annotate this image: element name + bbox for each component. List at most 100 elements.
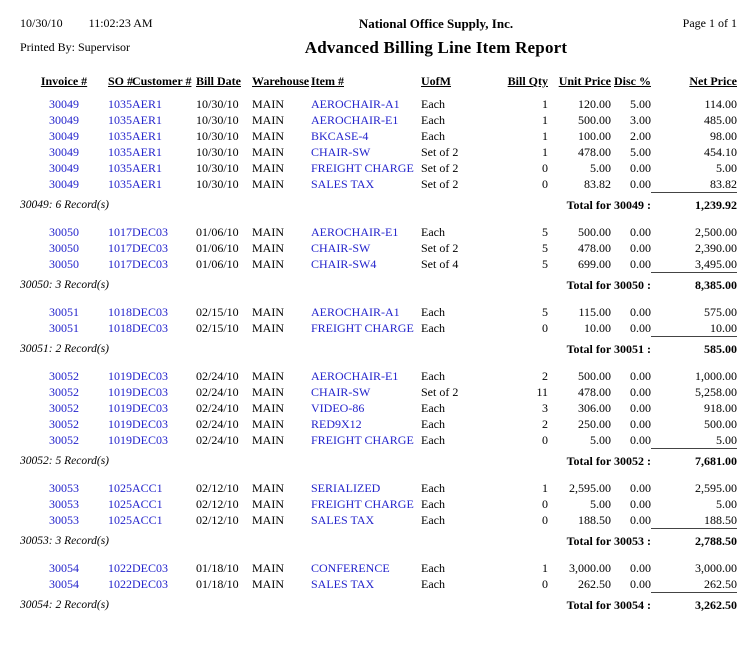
cell-invoice[interactable]: 30049 <box>49 145 79 159</box>
cell-so-number[interactable]: 1018 <box>108 305 132 319</box>
cell-invoice[interactable]: 30050 <box>49 241 79 255</box>
cell-customer[interactable]: AER1 <box>132 177 162 192</box>
cell-invoice[interactable]: 30049 <box>49 177 79 192</box>
cell-item[interactable]: AEROCHAIR-E1 <box>311 369 399 383</box>
cell-invoice[interactable]: 30049 <box>49 129 79 143</box>
cell-so-number[interactable]: 1019 <box>108 433 132 448</box>
cell-unit-price: 5.00 <box>590 433 611 448</box>
cell-so-number[interactable]: 1035 <box>108 113 132 127</box>
cell-so-number[interactable]: 1035 <box>108 161 132 175</box>
cell-item[interactable]: CHAIR-SW <box>311 241 371 255</box>
cell-item[interactable]: CHAIR-SW <box>311 385 371 399</box>
cell-invoice[interactable]: 30053 <box>49 481 79 495</box>
cell-invoice[interactable]: 30054 <box>49 561 79 575</box>
cell-customer[interactable]: DEC03 <box>132 257 168 272</box>
cell-item[interactable]: CHAIR-SW <box>311 145 371 159</box>
cell-customer[interactable]: DEC03 <box>132 577 168 592</box>
cell-customer[interactable]: DEC03 <box>132 385 168 399</box>
cell-customer[interactable]: ACC1 <box>132 497 163 511</box>
cell-so-number[interactable]: 1018 <box>108 321 132 336</box>
cell-so-number[interactable]: 1019 <box>108 385 132 399</box>
cell-item[interactable]: SALES TAX <box>311 577 375 592</box>
cell-invoice[interactable]: 30052 <box>49 369 79 383</box>
cell-invoice[interactable]: 30053 <box>49 497 79 511</box>
cell-uofm: Set of 2 <box>421 145 459 159</box>
cell-customer[interactable]: ACC1 <box>132 481 163 495</box>
cell-so-number[interactable]: 1022 <box>108 561 132 575</box>
cell-item[interactable]: FREIGHT CHARGE <box>311 433 414 448</box>
cell-so-number[interactable]: 1025 <box>108 481 132 495</box>
cell-item[interactable]: AEROCHAIR-E1 <box>311 225 399 239</box>
cell-invoice[interactable]: 30049 <box>49 97 79 111</box>
cell-item[interactable]: SALES TAX <box>311 513 375 528</box>
cell-customer[interactable]: AER1 <box>132 97 162 111</box>
cell-item[interactable]: VIDEO-86 <box>311 401 365 415</box>
cell-item[interactable]: SERIALIZED <box>311 481 381 495</box>
column-header-net-price: Net Price <box>689 74 737 88</box>
cell-so-number[interactable]: 1035 <box>108 145 132 159</box>
cell-item[interactable]: AEROCHAIR-E1 <box>311 113 399 127</box>
cell-customer[interactable]: AER1 <box>132 113 162 127</box>
cell-customer[interactable]: DEC03 <box>132 401 168 415</box>
cell-item[interactable]: CONFERENCE <box>311 561 390 575</box>
cell-invoice[interactable]: 30049 <box>49 161 79 175</box>
cell-so-number[interactable]: 1025 <box>108 513 132 528</box>
cell-warehouse: MAIN <box>252 433 284 448</box>
cell-item[interactable]: FREIGHT CHARGE <box>311 497 414 511</box>
cell-uofm: Set of 2 <box>421 385 459 399</box>
group-record-count: 30051: 2 Record(s) <box>20 342 109 355</box>
cell-uofm: Each <box>421 225 445 239</box>
cell-item[interactable]: CHAIR-SW4 <box>311 257 377 272</box>
cell-customer[interactable]: AER1 <box>132 129 162 143</box>
cell-so-number[interactable]: 1017 <box>108 225 132 239</box>
cell-so-number[interactable]: 1035 <box>108 129 132 143</box>
cell-customer[interactable]: DEC03 <box>132 321 168 336</box>
cell-so-number[interactable]: 1019 <box>108 401 132 415</box>
cell-item[interactable]: FREIGHT CHARGE <box>311 321 414 336</box>
cell-item[interactable]: RED9X12 <box>311 417 362 431</box>
cell-invoice[interactable]: 30050 <box>49 257 79 272</box>
cell-so-number[interactable]: 1035 <box>108 177 132 192</box>
cell-so-number[interactable]: 1025 <box>108 497 132 511</box>
cell-customer[interactable]: DEC03 <box>132 225 168 239</box>
cell-so-number[interactable]: 1019 <box>108 417 132 431</box>
line-item-row: 30053 1025 ACC1 02/12/10 MAIN SERIALIZED Each 1… <box>20 480 737 496</box>
cell-invoice[interactable]: 30051 <box>49 305 79 319</box>
cell-customer[interactable]: AER1 <box>132 145 162 159</box>
cell-invoice[interactable]: 30054 <box>49 577 79 592</box>
cell-invoice[interactable]: 30052 <box>49 401 79 415</box>
line-item-row: 30049 1035 AER1 10/30/10 MAIN FREIGHT CHARGE S… <box>20 160 737 176</box>
cell-so-number[interactable]: 1035 <box>108 97 132 111</box>
cell-customer[interactable]: DEC03 <box>132 241 168 255</box>
cell-unit-price: 500.00 <box>578 225 611 239</box>
line-item-row: 30052 1019 DEC03 02/24/10 MAIN RED9X12 Each 2 25… <box>20 416 737 432</box>
cell-item[interactable]: BKCASE-4 <box>311 129 369 143</box>
cell-invoice[interactable]: 30052 <box>49 417 79 431</box>
cell-item[interactable]: FREIGHT CHARGE <box>311 161 414 175</box>
cell-item[interactable]: AEROCHAIR-A1 <box>311 305 400 319</box>
cell-customer[interactable]: DEC03 <box>132 561 168 575</box>
cell-customer[interactable]: DEC03 <box>132 369 168 383</box>
cell-item[interactable]: SALES TAX <box>311 177 375 192</box>
group-spacer <box>20 213 737 224</box>
cell-so-number[interactable]: 1022 <box>108 577 132 592</box>
cell-warehouse: MAIN <box>252 481 284 495</box>
cell-invoice[interactable]: 30052 <box>49 385 79 399</box>
cell-customer[interactable]: DEC03 <box>132 305 168 319</box>
cell-customer[interactable]: DEC03 <box>132 433 168 448</box>
cell-customer[interactable]: DEC03 <box>132 417 168 431</box>
cell-invoice[interactable]: 30050 <box>49 225 79 239</box>
group-spacer <box>20 469 737 480</box>
cell-customer[interactable]: ACC1 <box>132 513 163 528</box>
cell-so-number[interactable]: 1017 <box>108 257 132 272</box>
cell-invoice[interactable]: 30053 <box>49 513 79 528</box>
cell-invoice[interactable]: 30049 <box>49 113 79 127</box>
cell-customer[interactable]: AER1 <box>132 161 162 175</box>
cell-invoice[interactable]: 30052 <box>49 433 79 448</box>
cell-warehouse: MAIN <box>252 305 284 319</box>
cell-invoice[interactable]: 30051 <box>49 321 79 336</box>
cell-item[interactable]: AEROCHAIR-A1 <box>311 97 400 111</box>
cell-bill-qty: 0 <box>542 577 548 592</box>
cell-so-number[interactable]: 1017 <box>108 241 132 255</box>
cell-so-number[interactable]: 1019 <box>108 369 132 383</box>
